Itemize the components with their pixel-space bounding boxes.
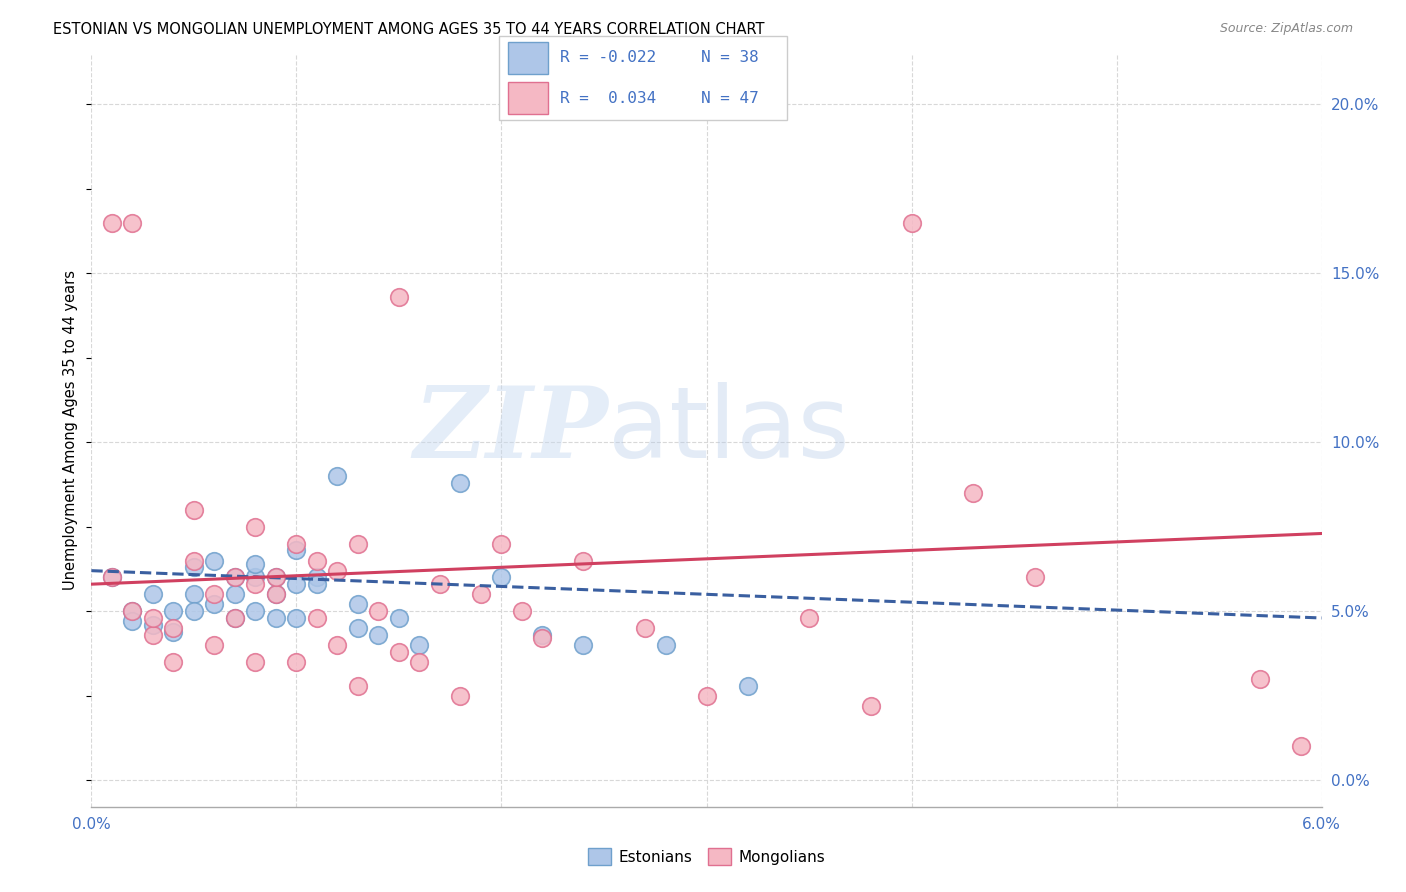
- Point: [245, 570, 267, 584]
- Point: [162, 621, 184, 635]
- Point: [183, 604, 205, 618]
- Point: [572, 553, 595, 567]
- Point: [202, 598, 225, 612]
- Point: [388, 290, 411, 304]
- Point: [531, 632, 554, 646]
- Point: [510, 604, 533, 618]
- Text: atlas: atlas: [607, 382, 849, 479]
- Point: [264, 570, 287, 584]
- Point: [224, 587, 246, 601]
- Point: [367, 604, 389, 618]
- Point: [101, 570, 124, 584]
- Point: [285, 543, 308, 558]
- Point: [183, 560, 205, 574]
- Point: [245, 519, 267, 533]
- Point: [202, 553, 225, 567]
- Point: [285, 655, 308, 669]
- Point: [326, 469, 349, 483]
- Point: [388, 645, 411, 659]
- Point: [202, 587, 225, 601]
- Point: [285, 611, 308, 625]
- Point: [162, 655, 184, 669]
- Point: [264, 570, 287, 584]
- Point: [491, 570, 513, 584]
- Point: [326, 564, 349, 578]
- Point: [449, 689, 471, 703]
- Point: [347, 536, 370, 550]
- Point: [367, 628, 389, 642]
- Point: [695, 689, 717, 703]
- Point: [797, 611, 820, 625]
- Point: [1249, 672, 1271, 686]
- Point: [347, 598, 370, 612]
- Point: [142, 611, 165, 625]
- Text: R =  0.034: R = 0.034: [560, 91, 657, 106]
- Point: [245, 655, 267, 669]
- Point: [121, 615, 143, 629]
- Point: [142, 628, 165, 642]
- Point: [305, 570, 328, 584]
- Point: [162, 604, 184, 618]
- Point: [1289, 739, 1312, 754]
- Text: R = -0.022: R = -0.022: [560, 50, 657, 65]
- Point: [1024, 570, 1046, 584]
- Point: [962, 486, 984, 500]
- Y-axis label: Unemployment Among Ages 35 to 44 years: Unemployment Among Ages 35 to 44 years: [63, 270, 79, 591]
- Point: [183, 503, 205, 517]
- Point: [183, 553, 205, 567]
- Point: [388, 611, 411, 625]
- Point: [224, 611, 246, 625]
- Point: [305, 577, 328, 591]
- Point: [634, 621, 657, 635]
- Point: [285, 577, 308, 591]
- Point: [101, 215, 124, 229]
- Point: [162, 624, 184, 639]
- Point: [737, 679, 759, 693]
- Legend: Estonians, Mongolians: Estonians, Mongolians: [582, 842, 831, 871]
- Point: [347, 679, 370, 693]
- Point: [142, 587, 165, 601]
- Text: ZIP: ZIP: [413, 382, 607, 479]
- Point: [224, 570, 246, 584]
- Point: [531, 628, 554, 642]
- Point: [264, 611, 287, 625]
- Point: [429, 577, 451, 591]
- Text: ESTONIAN VS MONGOLIAN UNEMPLOYMENT AMONG AGES 35 TO 44 YEARS CORRELATION CHART: ESTONIAN VS MONGOLIAN UNEMPLOYMENT AMONG…: [53, 22, 765, 37]
- Point: [347, 621, 370, 635]
- Point: [408, 655, 430, 669]
- Point: [859, 698, 882, 713]
- Point: [285, 536, 308, 550]
- Point: [245, 577, 267, 591]
- Point: [572, 638, 595, 652]
- Point: [224, 611, 246, 625]
- Point: [264, 587, 287, 601]
- Point: [121, 215, 143, 229]
- Point: [183, 587, 205, 601]
- Point: [408, 638, 430, 652]
- Point: [121, 604, 143, 618]
- Point: [121, 604, 143, 618]
- Point: [224, 570, 246, 584]
- Point: [142, 617, 165, 632]
- FancyBboxPatch shape: [508, 42, 548, 74]
- Text: N = 47: N = 47: [700, 91, 759, 106]
- Point: [491, 536, 513, 550]
- Point: [326, 638, 349, 652]
- Point: [245, 557, 267, 571]
- Point: [305, 553, 328, 567]
- Point: [900, 215, 922, 229]
- Point: [305, 611, 328, 625]
- Point: [202, 638, 225, 652]
- Text: Source: ZipAtlas.com: Source: ZipAtlas.com: [1219, 22, 1353, 36]
- FancyBboxPatch shape: [508, 82, 548, 114]
- Point: [101, 570, 124, 584]
- FancyBboxPatch shape: [499, 36, 787, 120]
- Text: N = 38: N = 38: [700, 50, 759, 65]
- Point: [470, 587, 492, 601]
- Point: [654, 638, 676, 652]
- Point: [245, 604, 267, 618]
- Point: [264, 587, 287, 601]
- Point: [449, 475, 471, 490]
